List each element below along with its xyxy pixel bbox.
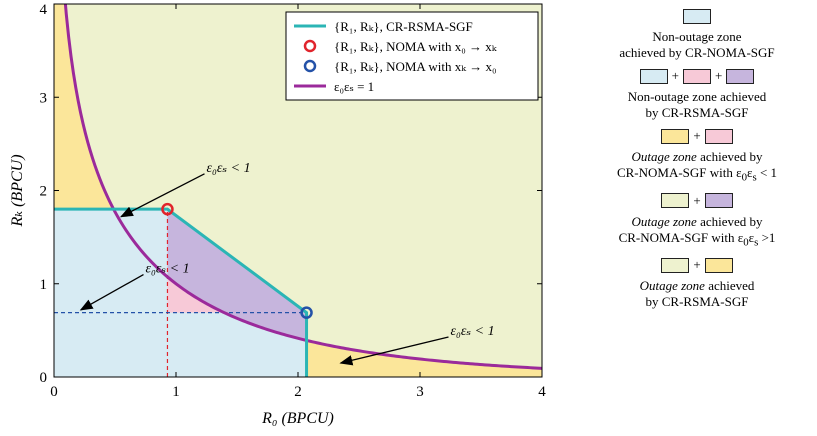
blue-zone-swatch [639,68,668,84]
key-caption: Outage zone achieved by CR-RSMA-SGF [639,278,755,310]
annotation-arrow-3 [339,336,449,366]
key-caption: Non-outage zone achieved by CR-NOMA-SGF [619,29,775,60]
y-axis-label: Rₖ (BPCU) [9,154,26,227]
legend-entry-label: {R₁, Rₖ}, CR-RSMA-SGF [334,19,473,34]
x-tick-label: 1 [172,384,180,400]
plus-sign: + [693,128,701,143]
annotation-arrow-2 [79,273,144,311]
annotation-label-2: ε₀εₛ < 1 [146,262,190,277]
x-tick-label: 0 [50,384,58,400]
boundary-curve [63,4,542,370]
legend-entry-label: {R₁, Rₖ}, NOMA with xₖ → x₀ [334,59,497,74]
yellow-zone-right [306,340,542,377]
key-item: + Outage zone achieved by CR-NOMA-SGF with… [582,191,812,251]
plus-sign: + [671,68,679,83]
noma-marker-2 [300,306,313,319]
yellow-zone-swatch [661,128,690,144]
blue-zone-swatch [683,8,711,24]
x-tick-label: 3 [416,384,424,400]
rsma-boundary-line [54,207,309,377]
purple-zone-swatch [726,68,755,84]
y-tick-label: 0 [40,370,48,386]
x-axis-label: R₀ (BPCU) [261,410,334,427]
annotation-label-1: ε₀εₛ < 1 [207,161,251,176]
green-zone-swatch [661,193,690,209]
y-tick-label: 2 [40,184,48,200]
key-swatch-row [582,6,812,26]
key-swatch-row: + + [582,66,812,86]
key-caption: Outage zone achieved by CR-NOMA-SGF with … [618,213,776,249]
legend-entry-label: {R₁, Rₖ}, NOMA with x₀ → xₖ [334,39,498,54]
x-tick-label: 4 [538,384,546,400]
plus-sign: + [715,68,723,83]
legend-entry-label: ε₀εₛ = 1 [334,79,374,94]
purple-zone [167,209,307,341]
key-swatch-row: + [582,255,812,275]
yellow-zone-left [54,4,114,210]
y-tick-label: 3 [40,90,48,106]
key-swatch-row: + [582,126,812,146]
key-item: + Outage zone achieved by CR-NOMA-SGF with… [582,126,812,186]
key-swatch-row: + [582,191,812,211]
legend-marker-swatch [303,59,317,73]
noma-marker-1 [161,202,174,216]
purple-zone-swatch [704,193,733,209]
pink-zone-swatch [704,128,733,144]
green-zone-swatch [661,257,690,273]
zone-key: Non-outage zone achieved by CR-NOMA-SGF + +… [582,6,812,315]
key-item: + + Non-outage zone achieved by CR-RSMA-SGF [582,66,812,121]
y-tick-label: 1 [40,277,48,293]
pink-zone-swatch [683,68,711,84]
x-tick-label: 2 [294,384,302,400]
legend-box [285,11,539,101]
key-item: Non-outage zone achieved by CR-NOMA-SGF [582,6,812,61]
key-caption: Non-outage zone achieved by CR-RSMA-SGF [627,89,767,120]
key-item: + Outage zone achieved by CR-RSMA-SGF [582,255,812,310]
plus-sign: + [693,257,701,273]
legend-marker-swatch [303,39,317,53]
y-tick-label: 4 [40,2,48,18]
yellow-zone-swatch [704,257,733,273]
plus-sign: + [693,192,701,208]
key-caption: Outage zone achieved by CR-NOMA-SGF with … [616,149,778,184]
chart: 0 1 2 3 4 0 1 2 3 4 R₀ (BPCU) Rₖ (BPCU) ε₀εₛ < 1 ε₀εₛ… [9,2,546,427]
annotation-arrow-1 [119,173,205,218]
pink-zone [167,276,225,313]
annotation-label-3: ε₀εₛ < 1 [451,324,495,339]
